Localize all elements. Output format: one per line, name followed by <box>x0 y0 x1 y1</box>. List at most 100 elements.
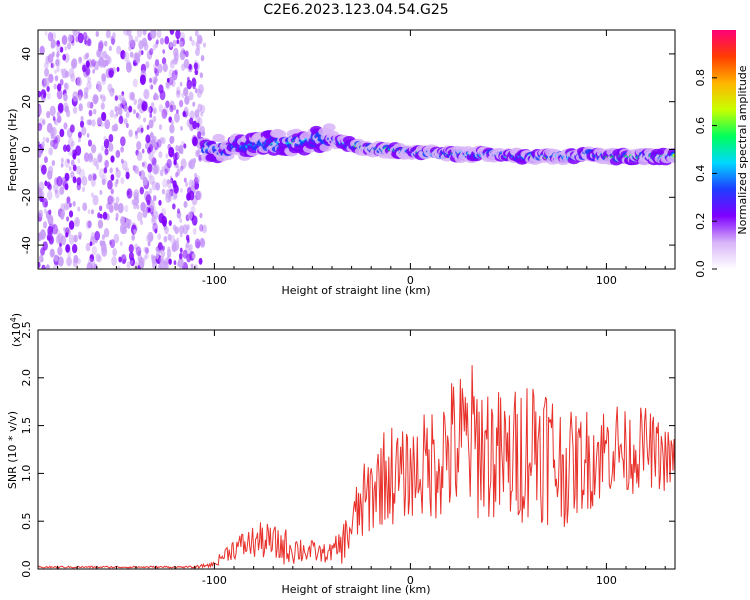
spectrogram-cell <box>192 101 196 107</box>
spectrogram-cell <box>186 79 193 90</box>
spectrogram-cell <box>150 30 157 39</box>
spectrogram-cell <box>180 165 184 172</box>
spectrogram-cell <box>180 125 183 131</box>
spectrogram-cell <box>65 109 71 118</box>
spectrogram-cell <box>72 176 77 184</box>
spectrogram-cell <box>154 163 160 174</box>
spectrogram-cell <box>89 254 95 263</box>
y-tick-label: 40 <box>20 47 33 61</box>
spectrogram-cell <box>48 73 54 83</box>
spectrogram-cell <box>120 254 127 265</box>
spectrogram-cell <box>38 106 42 116</box>
spectrogram-cell <box>168 220 172 227</box>
spectrogram-cell <box>194 109 200 118</box>
spectrogram-heatmap <box>38 30 675 269</box>
spectrogram-cell <box>134 35 139 43</box>
spectrogram-cell <box>136 151 143 162</box>
spectrogram-cell <box>109 239 116 249</box>
spectrogram-cell <box>77 31 81 37</box>
spectrogram-ridge-cell <box>322 123 336 132</box>
spectrogram-cell <box>195 190 201 201</box>
spectrogram-cell <box>120 50 126 60</box>
spectrogram-cell <box>57 256 64 267</box>
spectrogram-cell <box>45 137 50 143</box>
spectrogram-cell <box>190 263 194 269</box>
spectrogram-cell <box>103 167 108 174</box>
spectrogram-cell <box>61 35 68 46</box>
spectrogram-cell <box>53 83 57 90</box>
spectrogram-cell <box>86 101 91 109</box>
spectrogram-cell <box>91 245 98 256</box>
colorbar-ticks: 0.0 0.2 0.4 0.6 0.8 <box>694 69 717 278</box>
spectrogram-cell <box>100 94 106 103</box>
spectrogram-cell <box>101 178 106 186</box>
spectrogram-cell <box>113 114 117 120</box>
y-tick-label: 0 <box>20 146 33 153</box>
x-tick-label: 0 <box>407 574 414 587</box>
spectrogram-cell <box>172 203 176 210</box>
spectrogram-cell <box>60 209 66 217</box>
spectrogram-cell <box>134 243 139 251</box>
spectrogram-cell <box>127 190 130 196</box>
spectrogram-cell <box>100 242 107 253</box>
spectrogram-cell <box>111 255 117 267</box>
spectrogram-cell <box>145 234 151 243</box>
spectrogram-cell <box>164 36 170 45</box>
spectrogram-cell <box>38 122 43 132</box>
spectrogram-cell <box>142 209 148 218</box>
spectrogram-cell <box>78 95 82 101</box>
spectrogram-cell <box>46 86 50 93</box>
spectrogram-cell <box>64 70 69 78</box>
spectrogram-cell <box>117 265 121 269</box>
spectrogram-cell <box>162 245 165 251</box>
spectrogram-cell <box>128 251 134 261</box>
spectrogram-cell <box>89 59 95 69</box>
spectrogram-cell <box>101 234 105 240</box>
spectrogram-cell <box>46 181 51 189</box>
spectrogram-cell <box>191 215 198 226</box>
y-tick-label: 0.0 <box>20 560 33 578</box>
spectrogram-cell <box>59 128 65 138</box>
spectrogram-cell <box>63 93 68 102</box>
spectrogram-cell <box>47 190 53 201</box>
spectrogram-cell <box>96 165 100 171</box>
spectrogram-cell <box>64 45 68 51</box>
spectrogram-cell <box>143 246 147 253</box>
spectrogram-cell <box>186 253 192 263</box>
spectrogram-cell <box>165 100 170 109</box>
spectrogram-cell <box>174 69 178 76</box>
spectrogram-cell <box>119 241 123 247</box>
spectrogram-cell <box>111 124 116 132</box>
spectrogram-cell <box>107 195 113 205</box>
spectrogram-cell <box>65 226 70 235</box>
spectrogram-cell <box>120 216 126 226</box>
spectrogram-cell <box>64 172 70 182</box>
spectrogram-cell <box>166 158 172 169</box>
spectrogram-cell <box>91 172 97 182</box>
spectrogram-cell <box>108 195 115 206</box>
spectrogram-cell <box>133 195 140 206</box>
spectrogram-cell <box>67 34 73 43</box>
snr-x-axis-title: Height of straight line (km) <box>281 583 430 596</box>
spectrogram-cell <box>133 109 136 115</box>
spectrogram-cell <box>38 261 41 268</box>
spectrogram-cell <box>72 106 78 114</box>
spectrogram-cell <box>196 122 200 128</box>
spectrogram-cell <box>109 167 113 174</box>
spectrogram-cell <box>138 257 145 268</box>
spectrogram-cell <box>176 109 179 114</box>
spectrogram-cell <box>168 185 175 197</box>
spectrogram-cell <box>187 186 192 195</box>
spectrogram-cell <box>51 51 55 58</box>
spectrogram-cell <box>40 164 47 175</box>
spectrogram-cell <box>192 120 198 130</box>
spectrogram-cell <box>95 30 100 37</box>
spectrogram-cell <box>76 76 82 87</box>
spectrogram-cell <box>115 149 121 158</box>
spectrogram-cell <box>168 77 174 86</box>
spectrogram-cell <box>192 136 198 147</box>
spectrogram-cell <box>66 196 71 204</box>
spectrogram-cell <box>192 252 196 260</box>
spectrogram-cell <box>53 182 59 193</box>
spectrogram-cell <box>56 50 60 57</box>
